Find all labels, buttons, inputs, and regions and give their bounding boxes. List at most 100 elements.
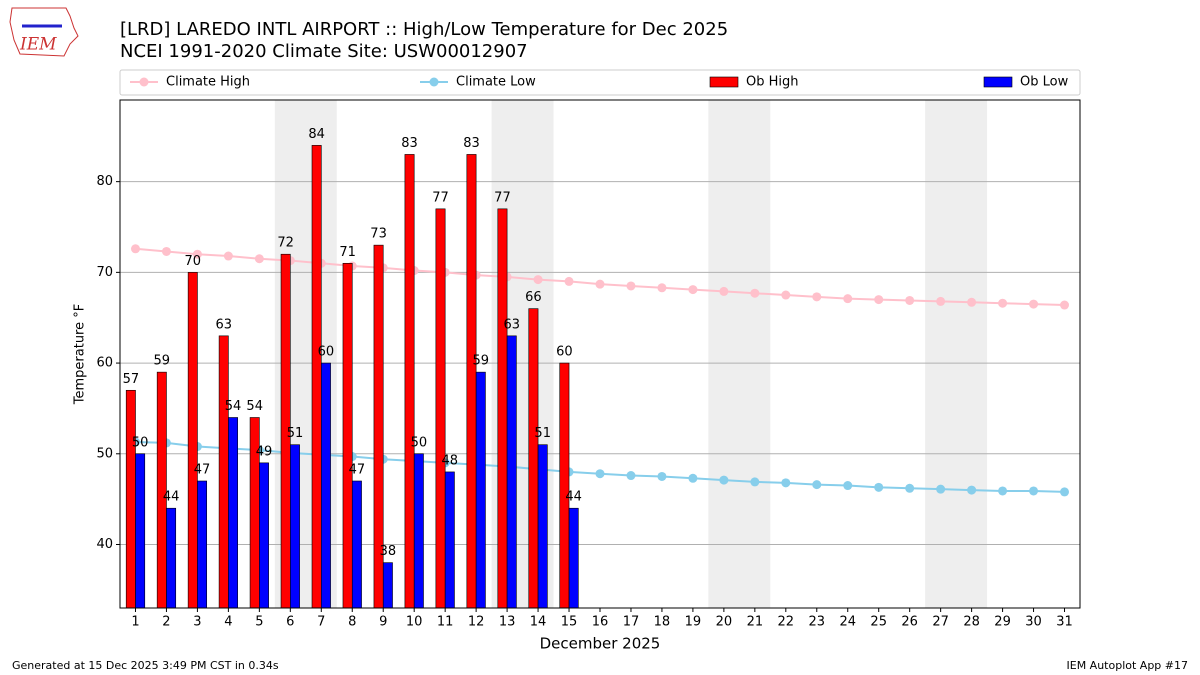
plot-frame	[119, 99, 1081, 609]
x-tick-label: 28	[963, 615, 980, 630]
y-tick-label: 80	[96, 174, 113, 189]
x-tick-label: 12	[468, 615, 485, 630]
data-label: 83	[463, 136, 480, 151]
point	[254, 254, 264, 264]
data-label: 47	[194, 463, 211, 478]
bar	[342, 262, 353, 609]
point	[874, 482, 884, 492]
data-label: 73	[370, 227, 387, 242]
point	[874, 295, 884, 305]
point	[626, 281, 636, 291]
point	[564, 276, 574, 286]
data-label: 77	[494, 190, 511, 205]
x-tick-label: 18	[654, 615, 671, 630]
data-label: 63	[503, 317, 520, 332]
point	[1029, 299, 1039, 309]
weekend-shade	[925, 100, 988, 608]
data-label: 66	[525, 290, 542, 305]
point	[998, 298, 1008, 308]
data-label: 83	[401, 136, 418, 151]
x-tick-label: 26	[901, 615, 918, 630]
data-label: 44	[163, 490, 180, 505]
data-label: 51	[534, 426, 551, 441]
data-label: 38	[380, 544, 397, 559]
point	[688, 473, 698, 483]
bar	[404, 154, 415, 609]
point	[595, 469, 605, 479]
x-tick-label: 7	[317, 615, 325, 630]
legend-label: Ob Low	[1020, 75, 1069, 90]
bar	[537, 444, 548, 609]
data-label: 54	[246, 399, 263, 414]
bar	[528, 308, 539, 609]
x-tick-label: 16	[592, 615, 609, 630]
data-label: 59	[154, 354, 171, 369]
bar	[466, 154, 477, 609]
point	[843, 294, 853, 304]
point	[781, 478, 791, 488]
point	[719, 475, 729, 485]
point	[657, 471, 667, 481]
bar	[435, 208, 446, 609]
legend-marker	[429, 77, 439, 87]
x-tick-label: 11	[437, 615, 454, 630]
weekend-shade	[708, 100, 771, 608]
x-tick-label: 2	[162, 615, 170, 630]
bar	[218, 335, 229, 609]
point	[936, 484, 946, 494]
bar	[444, 471, 455, 609]
x-tick-label: 14	[530, 615, 547, 630]
point	[812, 480, 822, 490]
bar	[290, 444, 300, 609]
data-label: 51	[287, 426, 304, 441]
x-tick-label: 3	[193, 615, 201, 630]
bar	[320, 362, 331, 609]
x-tick-label: 9	[379, 615, 387, 630]
point	[626, 471, 636, 481]
x-tick-label: 6	[286, 615, 294, 630]
data-label: 54	[225, 399, 242, 414]
bar	[197, 480, 208, 609]
legend-label: Climate High	[166, 75, 250, 90]
chart-subtitle: NCEI 1991-2020 Climate Site: USW00012907	[120, 41, 528, 62]
bar	[135, 453, 146, 609]
legend-swatch	[983, 76, 1013, 88]
data-label: 60	[318, 345, 335, 360]
legend-label: Ob High	[746, 75, 799, 90]
bar	[259, 462, 269, 609]
data-label: 63	[215, 317, 232, 332]
point	[1029, 486, 1039, 496]
legend-box	[119, 69, 1081, 96]
point	[905, 483, 915, 493]
data-label: 70	[185, 254, 202, 269]
x-tick-label: 13	[499, 615, 516, 630]
bar	[187, 272, 198, 609]
x-tick-label: 1	[131, 615, 139, 630]
data-label: 50	[132, 435, 149, 450]
data-label: 72	[277, 236, 294, 251]
x-tick-label: 27	[932, 615, 949, 630]
point	[812, 292, 822, 302]
point	[936, 296, 946, 306]
point	[781, 290, 791, 300]
y-tick-label: 50	[96, 446, 113, 461]
point	[130, 244, 140, 254]
bar	[311, 145, 322, 609]
point	[223, 251, 233, 261]
point	[750, 477, 760, 487]
x-tick-label: 24	[839, 615, 856, 630]
data-label: 48	[442, 453, 459, 468]
x-tick-label: 21	[747, 615, 764, 630]
bar	[382, 562, 393, 609]
legend-label: Climate Low	[456, 75, 536, 90]
point	[1060, 487, 1070, 497]
footer-right: IEM Autoplot App #17	[1067, 659, 1189, 672]
chart-title: [LRD] LAREDO INTL AIRPORT :: High/Low Te…	[120, 19, 728, 40]
data-label: 77	[432, 190, 449, 205]
x-tick-label: 23	[809, 615, 826, 630]
point	[843, 481, 853, 491]
bar	[166, 507, 177, 609]
bar	[506, 335, 517, 609]
footer-left: Generated at 15 Dec 2025 3:49 PM CST in …	[12, 659, 279, 672]
